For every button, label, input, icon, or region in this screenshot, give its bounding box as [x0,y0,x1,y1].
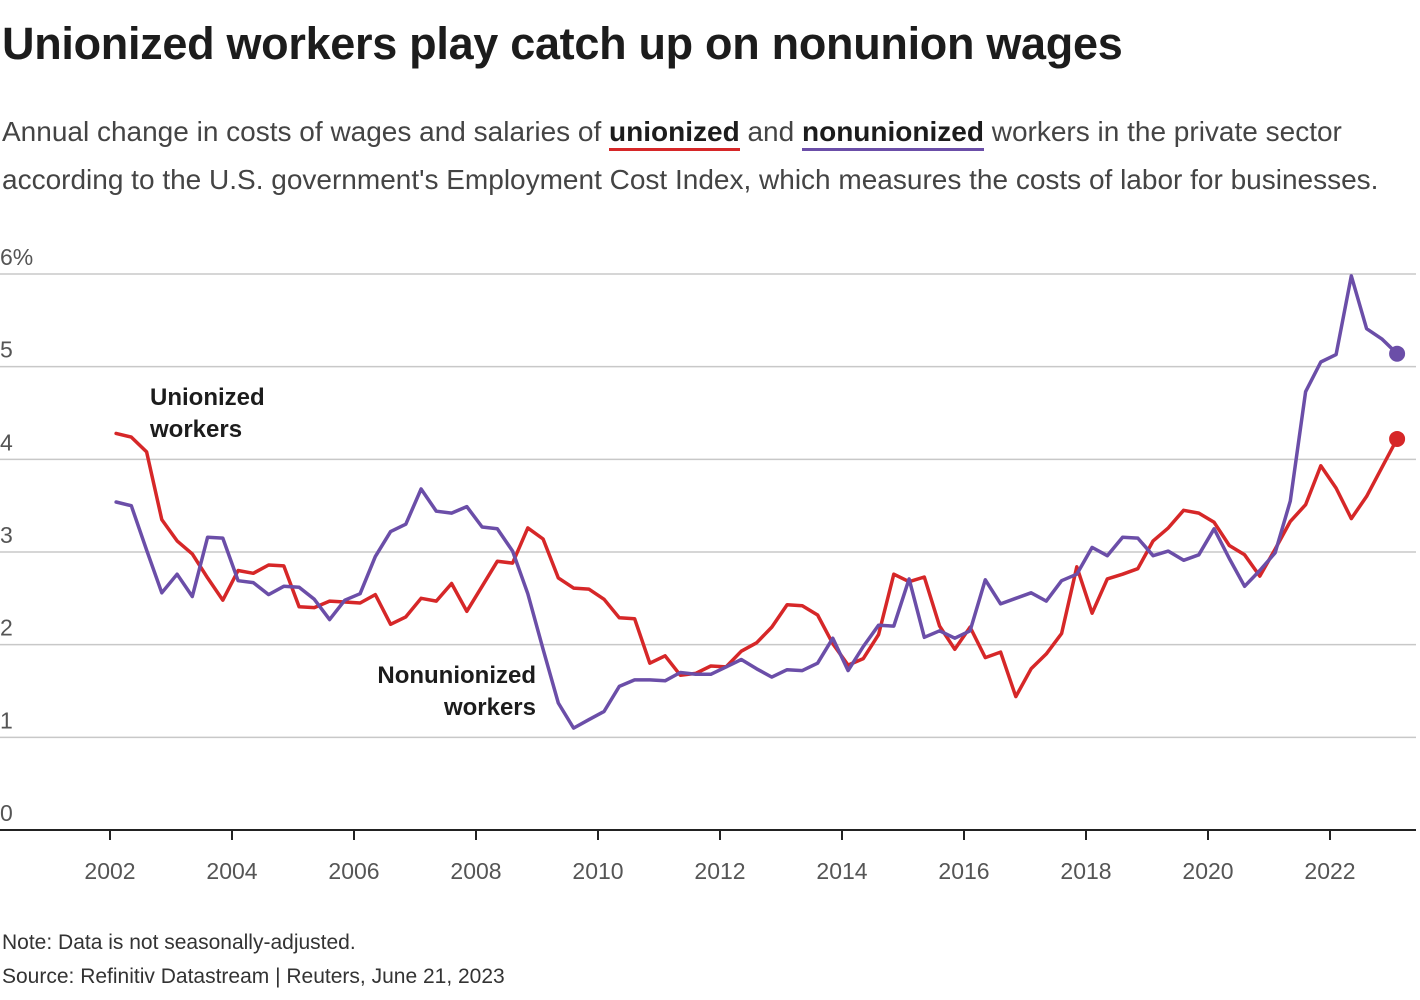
note-text: Note: Data is not seasonally-adjusted. [2,931,356,954]
x-tick-label: 2022 [1304,858,1355,884]
x-tick-label: 2002 [84,858,135,884]
subtitle-text-middle: and [739,116,802,147]
series-lines [114,274,1406,730]
unionized-end-marker [1389,430,1406,447]
unionized-series-label: Unionized workers [149,384,265,443]
unionized-series-line [114,431,1399,699]
nonunionized-series-label-line: Nonunionized [377,662,536,689]
x-tick-label: 2018 [1060,858,1111,884]
nonunionized-series-label: Nonunionized workers [377,662,536,721]
x-tick-label: 2010 [572,858,623,884]
nonunionized-series-label-line: workers [443,694,536,721]
x-tick-label: 2016 [938,858,989,884]
y-tick-label: 5 [0,337,13,363]
x-tick-label: 2006 [328,858,379,884]
source-text: Source: Refinitiv Datastream | Reuters, … [2,965,505,988]
chart-title: Unionized workers play catch up on nonun… [2,18,1123,69]
x-tick-label: 2012 [694,858,745,884]
nonunionized-legend-key: nonunionized [801,116,984,151]
x-axis: 2002 2004 2006 2008 2010 2012 2014 2016 2018 2020… [0,829,1416,884]
series-labels: Unionized workers Nonunionized workers [149,384,536,721]
nonunionized-series-line [114,274,1399,730]
unionized-series-label-line: workers [149,416,242,443]
grid-lines [0,273,1416,739]
chart-subtitle: Annual change in costs of wages and sala… [2,108,1418,204]
subtitle-text-start: Annual change in costs of wages and sala… [2,116,610,147]
x-tick-label: 2014 [816,858,867,884]
y-tick-label: 4 [0,429,13,455]
x-tick-label: 2020 [1182,858,1233,884]
y-tick-label: 1 [0,707,13,733]
y-tick-label: 2 [0,615,13,641]
y-tick-label: 3 [0,522,13,548]
y-tick-label: 0 [0,800,13,826]
subtitle-text-end: workers in the private sector according … [2,116,1379,195]
y-axis-labels: 0 1 2 3 4 5 6% [0,244,33,826]
x-tick-label: 2004 [206,858,257,884]
nonunionized-end-marker [1389,345,1406,362]
x-tick-label: 2008 [450,858,501,884]
unionized-legend-key: unionized [609,116,740,151]
line-chart: 0 1 2 3 4 5 6% 2002 2004 2006 2008 2010 2012 2014 201… [0,244,1416,884]
y-tick-label: 6% [0,244,33,270]
unionized-series-label-line: Unionized [150,384,265,411]
